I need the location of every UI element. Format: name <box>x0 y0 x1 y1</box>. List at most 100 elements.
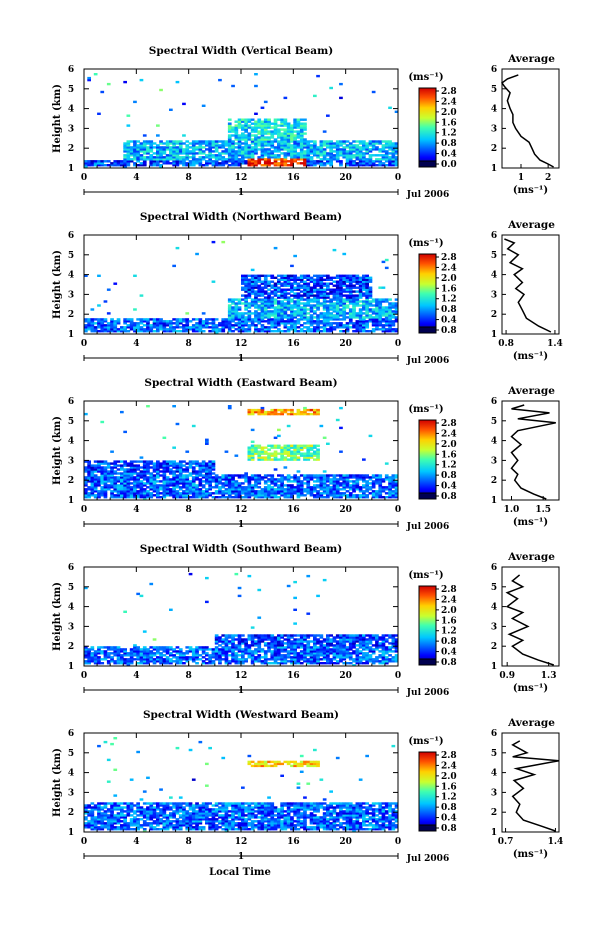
heatmap-cell <box>227 138 232 141</box>
heatmap-cell <box>218 162 222 165</box>
heatmap-cell <box>214 330 219 333</box>
heatmap-cell <box>191 144 196 147</box>
heatmap-cell <box>146 492 150 495</box>
heatmap-cell <box>139 662 144 665</box>
average-x-tick-label: 1.0 <box>504 505 520 515</box>
heatmap-cell <box>316 452 320 455</box>
heatmap-cell <box>93 658 98 661</box>
heatmap-cell <box>316 654 320 657</box>
heatmap-cell <box>267 444 271 447</box>
heatmap-cell <box>355 330 360 333</box>
heatmap-cell <box>335 276 340 279</box>
heatmap-cell <box>394 156 399 159</box>
heatmap-cell <box>146 486 150 489</box>
heatmap-cell <box>362 494 366 497</box>
heatmap-cell <box>165 162 170 165</box>
heatmap-cell <box>391 482 396 485</box>
panel-4: Spectral Width (Southward Beam)0 4 8 12 16 20… <box>52 543 560 698</box>
heatmap-cell <box>182 142 186 145</box>
heatmap-cell <box>267 298 271 301</box>
heatmap-cell <box>185 164 190 167</box>
average-y-tick-label: 5 <box>491 417 497 427</box>
heatmap-cell <box>84 162 88 165</box>
heatmap-cell <box>191 318 196 321</box>
heatmap-cell <box>296 662 301 665</box>
heatmap-cell <box>267 144 271 147</box>
heatmap-cell <box>267 478 271 481</box>
heatmap-cell <box>100 490 105 493</box>
heatmap-cell <box>286 480 291 483</box>
heatmap-cell <box>296 158 301 161</box>
heatmap-cell <box>319 484 324 487</box>
heatmap-cell <box>254 140 258 143</box>
heatmap-cell <box>244 318 248 321</box>
heatmap-cell <box>329 318 333 321</box>
heatmap-cell <box>208 326 212 329</box>
heatmap-cell <box>362 458 366 461</box>
heatmap-cell <box>332 476 337 479</box>
heatmap-cell <box>303 410 307 414</box>
heatmap-cell <box>142 156 147 159</box>
heatmap-cell <box>103 496 108 499</box>
heatmap-cell <box>371 144 376 147</box>
heatmap-cell <box>345 278 350 281</box>
heatmap-cell <box>313 286 317 289</box>
heatmap-cell <box>277 458 281 461</box>
heatmap-cell <box>293 490 297 493</box>
heatmap-cell <box>384 476 389 479</box>
heatmap-cell <box>90 472 95 475</box>
heatmap-cell <box>139 318 144 321</box>
heatmap-cell <box>316 304 320 307</box>
heatmap-cell <box>126 124 131 127</box>
heatmap-cell <box>113 322 118 325</box>
heatmap-cell <box>345 312 350 315</box>
heatmap-cell <box>267 138 271 141</box>
heatmap-cell <box>263 284 268 287</box>
heatmap-cell <box>394 494 399 497</box>
heatmap-cell <box>195 646 199 649</box>
heatmap-cell <box>162 326 167 329</box>
heatmap-cell <box>142 320 147 323</box>
heatmap-cell <box>358 148 363 151</box>
heatmap-cell <box>218 662 222 665</box>
average-y-tick-label: 2 <box>491 310 497 320</box>
heatmap-cell <box>149 156 154 159</box>
heatmap-cell <box>270 444 275 447</box>
heatmap-cell <box>146 654 150 657</box>
heatmap-cell <box>322 306 327 309</box>
heatmap-cell <box>156 146 160 149</box>
heatmap-cell <box>270 122 275 125</box>
heatmap-cell <box>198 478 203 481</box>
heatmap-cell <box>142 328 147 331</box>
heatmap-cell <box>178 466 183 469</box>
heatmap-cell <box>247 408 252 412</box>
heatmap-cell <box>87 78 91 82</box>
heatmap-cell <box>267 316 271 319</box>
heatmap-cell <box>299 410 304 414</box>
colorbar-low-swatch <box>418 326 437 334</box>
heatmap-cell <box>188 474 193 477</box>
heatmap-cell <box>270 330 275 333</box>
heatmap-cell <box>195 324 199 327</box>
heatmap-cell <box>156 158 160 161</box>
heatmap-cell <box>156 150 160 153</box>
heatmap-cell <box>335 486 340 489</box>
heatmap-cell <box>290 324 294 327</box>
heatmap-cell <box>362 276 366 279</box>
heatmap-cell <box>201 476 206 479</box>
heatmap-cell <box>129 464 134 467</box>
heatmap-cell <box>371 322 376 325</box>
heatmap-cell <box>335 286 340 289</box>
heatmap-cell <box>267 124 271 127</box>
heatmap-cell <box>378 286 383 289</box>
heatmap-cell <box>280 134 284 137</box>
heatmap-cell <box>322 274 327 277</box>
heatmap-cell <box>290 298 294 301</box>
heatmap-cell <box>169 162 173 165</box>
heatmap-cell <box>244 142 248 145</box>
heatmap-cell <box>231 312 235 315</box>
heatmap-cell <box>247 274 252 277</box>
heatmap-cell <box>110 484 114 487</box>
heatmap-cell <box>326 154 330 157</box>
heatmap-cell <box>378 486 383 489</box>
